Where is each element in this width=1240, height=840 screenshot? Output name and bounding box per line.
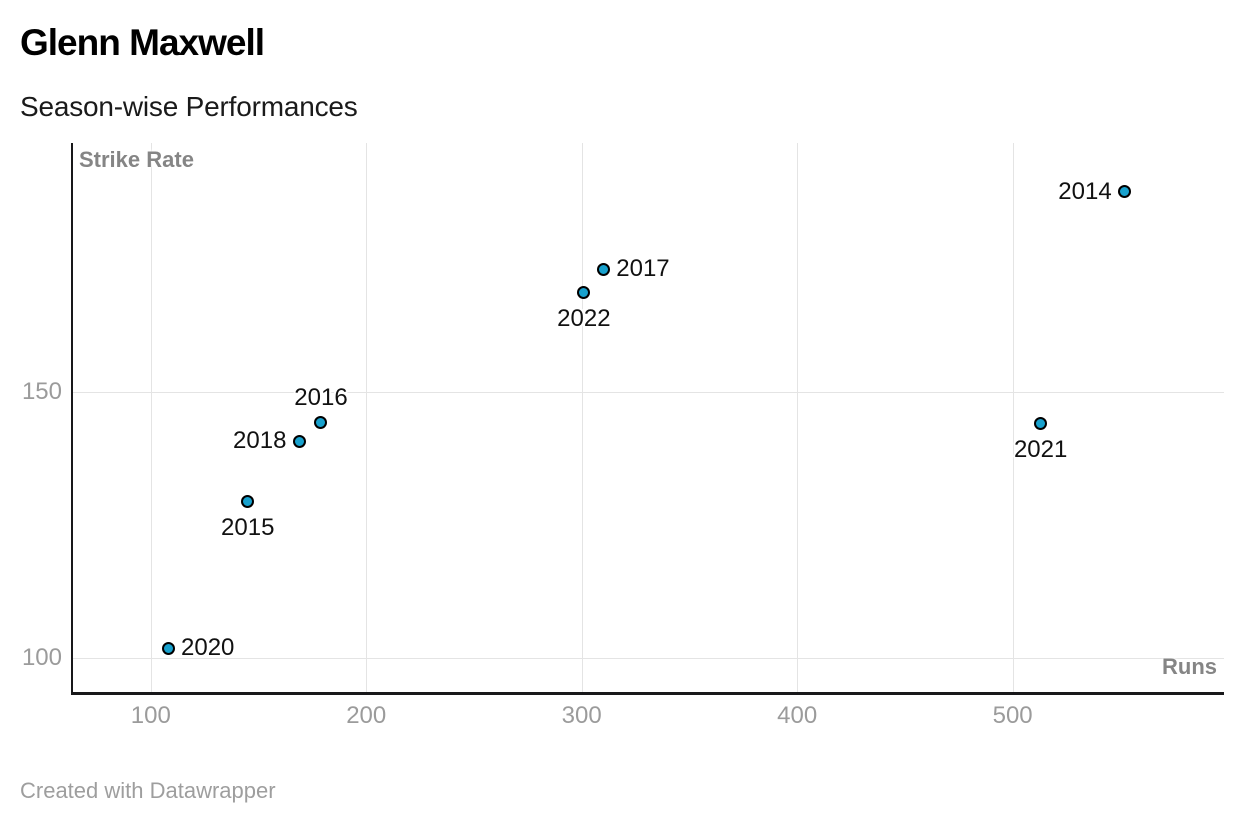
x-axis-title: Runs	[1162, 654, 1217, 679]
data-point-2014[interactable]	[1118, 185, 1132, 199]
point-label-2015: 2015	[221, 513, 275, 541]
y-gridline-150	[73, 392, 1224, 394]
point-label-2017: 2017	[616, 255, 670, 283]
x-gridline-100	[150, 143, 152, 693]
chart-subtitle: Season-wise Performances	[20, 91, 358, 122]
x-gridline-400	[797, 143, 799, 693]
y-axis-title: Strike Rate	[79, 147, 194, 172]
data-point-2020[interactable]	[161, 641, 175, 655]
point-label-2022: 2022	[557, 304, 611, 332]
point-label-2014: 2014	[1058, 177, 1112, 205]
x-tick-label-400: 400	[777, 702, 818, 729]
x-gridline-500	[1012, 143, 1014, 693]
x-tick-label-200: 200	[346, 702, 387, 729]
chart-title: Glenn Maxwell	[20, 22, 265, 63]
point-label-2018: 2018	[233, 427, 287, 455]
x-tick-label-100: 100	[130, 702, 171, 729]
point-label-2021: 2021	[1013, 435, 1068, 463]
point-label-2020: 2020	[181, 634, 235, 662]
data-point-2022[interactable]	[577, 286, 591, 300]
credit-line: Created with Datawrapper	[20, 778, 276, 803]
y-tick-label-150: 150	[21, 378, 62, 406]
x-tick-label-500: 500	[992, 702, 1033, 729]
x-gridline-200	[366, 143, 368, 693]
data-point-2016[interactable]	[314, 416, 328, 430]
y-axis-line	[70, 143, 73, 694]
plot-area: Strike Rate Runs 100 200 300 400 500 100 150 20…	[22, 143, 1224, 729]
x-gridline-300	[581, 143, 583, 693]
data-point-2018[interactable]	[292, 434, 306, 448]
x-axis-line	[70, 692, 1224, 695]
data-point-2017[interactable]	[596, 262, 610, 276]
data-point-2021[interactable]	[1034, 417, 1048, 431]
y-tick-label-100: 100	[21, 644, 62, 672]
x-tick-label-300: 300	[561, 702, 602, 729]
y-gridline-100	[73, 658, 1224, 660]
data-point-2015[interactable]	[241, 495, 255, 509]
point-label-2016: 2016	[294, 383, 348, 411]
